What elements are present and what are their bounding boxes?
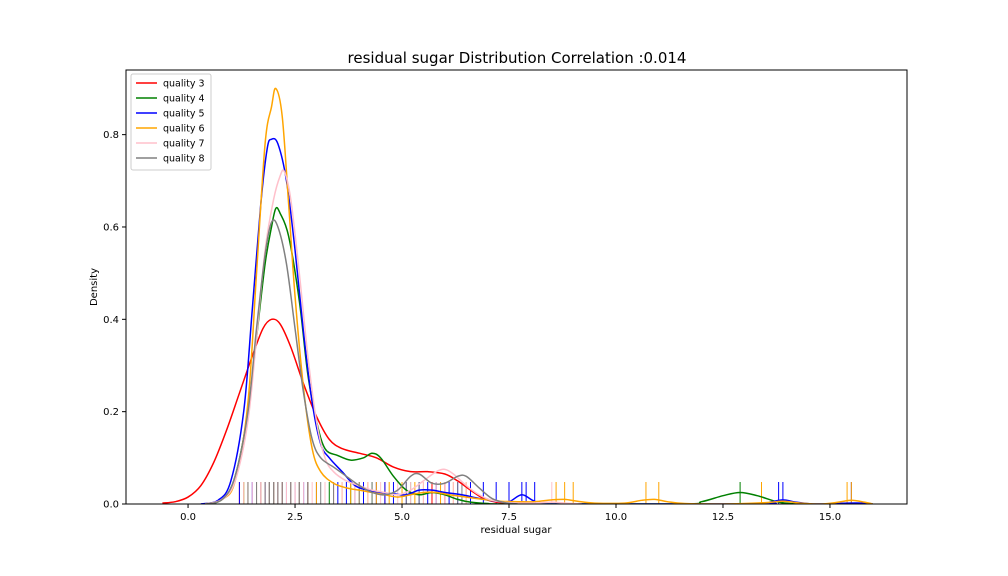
y-axis: 0.0 0.2 0.4 0.6 0.8 xyxy=(103,130,126,511)
x-tick-label: 10.0 xyxy=(605,512,627,523)
chart-title: residual sugar Distribution Correlation … xyxy=(348,49,687,67)
y-tick-label: 0.4 xyxy=(103,315,119,326)
y-tick-label: 0.8 xyxy=(103,130,119,141)
legend-label: quality 6 xyxy=(163,124,205,135)
x-tick-label: 12.5 xyxy=(712,512,734,523)
legend-label: quality 3 xyxy=(163,79,205,90)
legend: quality 3 quality 4 quality 5 quality 6 qual… xyxy=(130,73,212,171)
legend-label: quality 4 xyxy=(163,94,205,105)
x-tick-label: 7.5 xyxy=(501,512,517,523)
density-line-series-0 xyxy=(162,318,518,504)
density-line-series-3 xyxy=(204,87,873,504)
x-tick-label: 5.0 xyxy=(394,512,410,523)
x-axis-label: residual sugar xyxy=(481,525,553,536)
x-tick-label: 0.0 xyxy=(180,512,196,523)
density-line-series-2 xyxy=(200,137,873,504)
legend-label: quality 7 xyxy=(163,139,205,150)
legend-label: quality 8 xyxy=(163,154,205,165)
x-axis: 0.0 2.5 5.0 7.5 10.0 12.5 15.0 xyxy=(180,504,841,523)
plot-frame xyxy=(125,69,908,505)
x-tick-label: 2.5 xyxy=(287,512,303,523)
y-tick-label: 0.0 xyxy=(103,500,119,511)
density-curves xyxy=(162,87,873,504)
density-line-series-4 xyxy=(204,169,582,504)
y-tick-label: 0.6 xyxy=(103,222,119,233)
y-axis-label: Density xyxy=(89,268,100,306)
density-line-series-5 xyxy=(204,219,518,504)
x-tick-label: 15.0 xyxy=(819,512,841,523)
y-tick-label: 0.2 xyxy=(103,407,119,418)
legend-label: quality 5 xyxy=(163,109,205,120)
